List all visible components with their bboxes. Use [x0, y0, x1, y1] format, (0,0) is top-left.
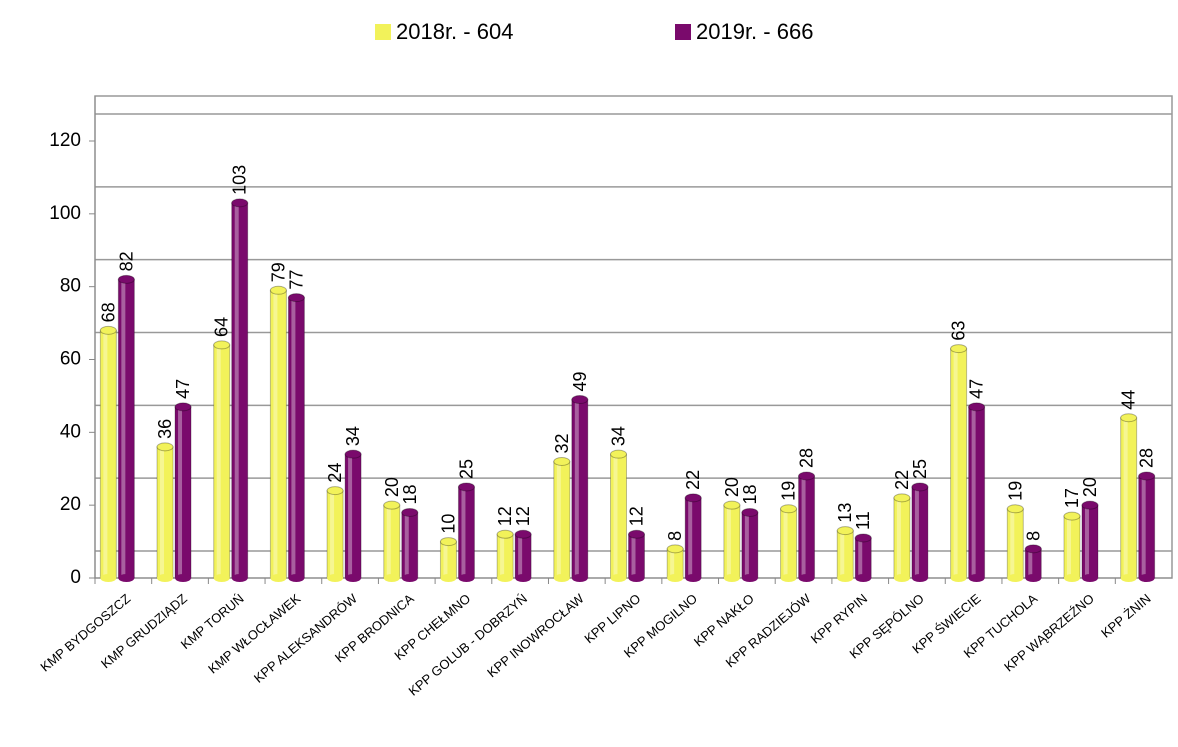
- data-label: 12: [513, 506, 533, 526]
- bar: [1024, 544, 1042, 582]
- data-label: 47: [173, 379, 193, 399]
- y-tick-label: 100: [49, 203, 81, 224]
- data-label: 44: [1119, 390, 1139, 410]
- data-label: 8: [1023, 531, 1043, 541]
- bar: [117, 274, 135, 582]
- data-label: 22: [892, 470, 912, 490]
- bar: [666, 544, 684, 582]
- bar: [893, 493, 911, 582]
- data-label: 32: [552, 433, 572, 453]
- y-tick-label: 20: [60, 494, 81, 515]
- legend-swatch: [675, 24, 691, 40]
- data-label: 12: [495, 506, 515, 526]
- legend-swatch: [375, 24, 391, 40]
- data-label: 28: [797, 448, 817, 468]
- data-label: 28: [1137, 448, 1157, 468]
- x-tick-label: KMP WŁOCŁAWEK: [205, 591, 303, 677]
- data-label: 10: [438, 514, 458, 534]
- bar: [553, 456, 571, 582]
- bar: [401, 507, 419, 582]
- legend-label: 2018r. - 604: [396, 19, 513, 44]
- y-tick-label: 120: [49, 130, 81, 151]
- bar: [1081, 500, 1099, 582]
- bar: [911, 482, 929, 582]
- bar: [213, 340, 231, 582]
- x-tick-label: KPP INOWROCŁAW: [484, 590, 587, 680]
- data-label: 34: [609, 426, 629, 446]
- data-label: 18: [400, 484, 420, 504]
- data-label: 25: [910, 459, 930, 479]
- data-label: 63: [949, 321, 969, 341]
- data-label: 25: [456, 459, 476, 479]
- data-label: 49: [570, 372, 590, 392]
- data-label: 34: [343, 426, 363, 446]
- data-label: 13: [835, 503, 855, 523]
- bar: [1006, 504, 1024, 582]
- data-label: 19: [779, 481, 799, 501]
- data-label: 20: [382, 477, 402, 497]
- data-label: 68: [98, 302, 118, 322]
- data-label: 103: [230, 165, 250, 195]
- bar: [741, 507, 759, 582]
- data-label: 12: [627, 506, 647, 526]
- data-label: 77: [286, 270, 306, 290]
- data-label: 8: [665, 531, 685, 541]
- data-label: 79: [268, 262, 288, 282]
- data-label: 19: [1005, 481, 1025, 501]
- bar: [968, 402, 986, 582]
- data-label: 24: [325, 463, 345, 483]
- bar: [684, 493, 702, 582]
- bar: [99, 325, 117, 582]
- bar: [269, 285, 287, 582]
- bar: [514, 529, 532, 582]
- data-label: 20: [1080, 477, 1100, 497]
- bar: [571, 395, 589, 582]
- bar: [723, 500, 741, 582]
- bar: [798, 471, 816, 582]
- y-tick-label: 60: [60, 349, 81, 370]
- data-label: 22: [683, 470, 703, 490]
- data-label: 47: [967, 379, 987, 399]
- data-label: 18: [740, 484, 760, 504]
- bar: [174, 402, 192, 582]
- data-label: 64: [212, 317, 232, 337]
- bar: [780, 504, 798, 582]
- bar: [287, 293, 305, 582]
- bar: [326, 486, 344, 582]
- bar: [836, 526, 854, 582]
- bar: [156, 442, 174, 582]
- data-label: 36: [155, 419, 175, 439]
- bar: [383, 500, 401, 582]
- bar: [628, 529, 645, 582]
- bar: [1120, 413, 1138, 582]
- x-tick-label: KPP ALEKSANDRÓW: [251, 590, 361, 685]
- data-label: 20: [722, 477, 742, 497]
- legend-label: 2019r. - 666: [696, 19, 813, 44]
- x-tick-label: KMP BYDGOSZCZ: [37, 591, 133, 675]
- bar: [344, 449, 362, 582]
- bar: [1138, 471, 1156, 582]
- y-tick-label: 0: [70, 567, 81, 588]
- x-tick-label: KPP ŻNIN: [1098, 591, 1153, 641]
- data-label: 11: [853, 511, 873, 530]
- bar: [610, 449, 627, 582]
- y-tick-label: 80: [60, 276, 81, 297]
- bar: [854, 533, 872, 582]
- bar: [439, 537, 457, 582]
- bar: [457, 482, 475, 582]
- bar: [1063, 511, 1081, 582]
- data-label: 17: [1062, 488, 1082, 508]
- data-label: 82: [116, 251, 136, 271]
- bar: [231, 198, 249, 582]
- bar: [950, 344, 968, 582]
- y-tick-label: 40: [60, 421, 81, 442]
- bar: [496, 529, 514, 582]
